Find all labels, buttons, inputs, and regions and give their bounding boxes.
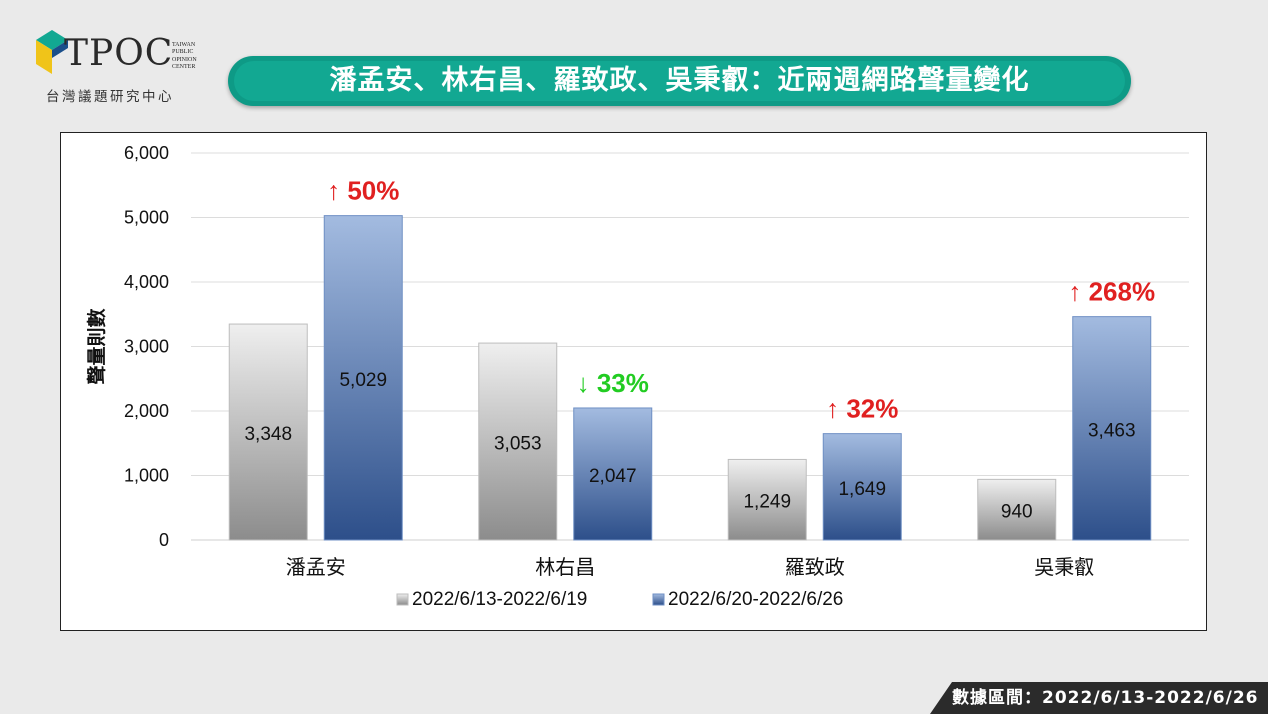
bar-value-label: 3,053 xyxy=(494,434,542,455)
bar-value-label: 3,348 xyxy=(244,424,292,445)
x-category-label: 潘孟安 xyxy=(286,555,346,579)
x-category-label: 羅致政 xyxy=(785,555,845,579)
change-annotation-up: ↑ 268% xyxy=(1068,277,1155,307)
bar-value-label: 1,649 xyxy=(838,479,886,500)
bar-week1 xyxy=(228,323,308,541)
page-title: 潘孟安、林右昌、羅致政、吳秉叡：近兩週網路聲量變化 xyxy=(329,65,1030,96)
legend-label: 2022/6/13-2022/6/19 xyxy=(412,589,587,610)
logo-small-text: TAIWAN PUBLIC OPINION CENTER xyxy=(172,42,197,71)
legend-swatch xyxy=(396,593,409,606)
x-category-label: 林右昌 xyxy=(535,555,595,579)
bar-week2 xyxy=(573,407,653,541)
logo-subtitle: 台灣議題研究中心 xyxy=(46,89,174,105)
footer-tag xyxy=(930,682,1268,714)
bar-value-label: 940 xyxy=(1001,502,1033,523)
title-banner: 潘孟安、林右昌、羅致政、吳秉叡：近兩週網路聲量變化 xyxy=(228,56,1131,106)
y-tick-label: 5,000 xyxy=(124,208,169,228)
y-tick-label: 3,000 xyxy=(124,337,169,357)
bar-week2 xyxy=(1072,316,1152,541)
y-axis-label: 聲量則數 xyxy=(85,308,108,384)
bar-week2 xyxy=(323,215,403,541)
date-range-label: 數據區間：2022/6/13-2022/6/26 xyxy=(952,688,1259,708)
change-annotation-up: ↑ 32% xyxy=(826,394,898,424)
bar-value-label: 5,029 xyxy=(339,370,387,391)
legend-swatch xyxy=(652,593,665,606)
change-annotation-down: ↓ 33% xyxy=(577,368,649,398)
change-annotation-up: ↑ 50% xyxy=(327,176,399,206)
tpoc-logo: TPOC TAIWAN PUBLIC OPINION CENTER 台灣議題研究… xyxy=(34,26,204,106)
bar-value-label: 1,249 xyxy=(743,492,791,513)
logo-text: TPOC xyxy=(64,33,174,74)
y-tick-label: 6,000 xyxy=(124,143,169,163)
chart-container: 0 1,000 2,000 3,000 4,000 5,000 6,000 聲量則數 3,348… xyxy=(60,132,1207,631)
y-tick-label: 0 xyxy=(159,530,169,550)
y-tick-label: 4,000 xyxy=(124,272,169,292)
bar-value-label: 2,047 xyxy=(589,466,637,487)
y-tick-label: 2,000 xyxy=(124,401,169,421)
bar-week1 xyxy=(727,458,807,541)
bar-week2 xyxy=(822,433,902,541)
x-category-label: 吳秉叡 xyxy=(1034,555,1094,579)
legend-label: 2022/6/20-2022/6/26 xyxy=(668,589,843,610)
bar-value-label: 3,463 xyxy=(1088,420,1136,441)
logo-cube-icon xyxy=(36,30,68,74)
bar-chart: 0 1,000 2,000 3,000 4,000 5,000 6,000 聲量則數 3,348… xyxy=(85,143,1189,610)
bar-week1 xyxy=(478,342,558,541)
y-tick-label: 1,000 xyxy=(124,466,169,486)
bar-week1 xyxy=(977,478,1057,541)
